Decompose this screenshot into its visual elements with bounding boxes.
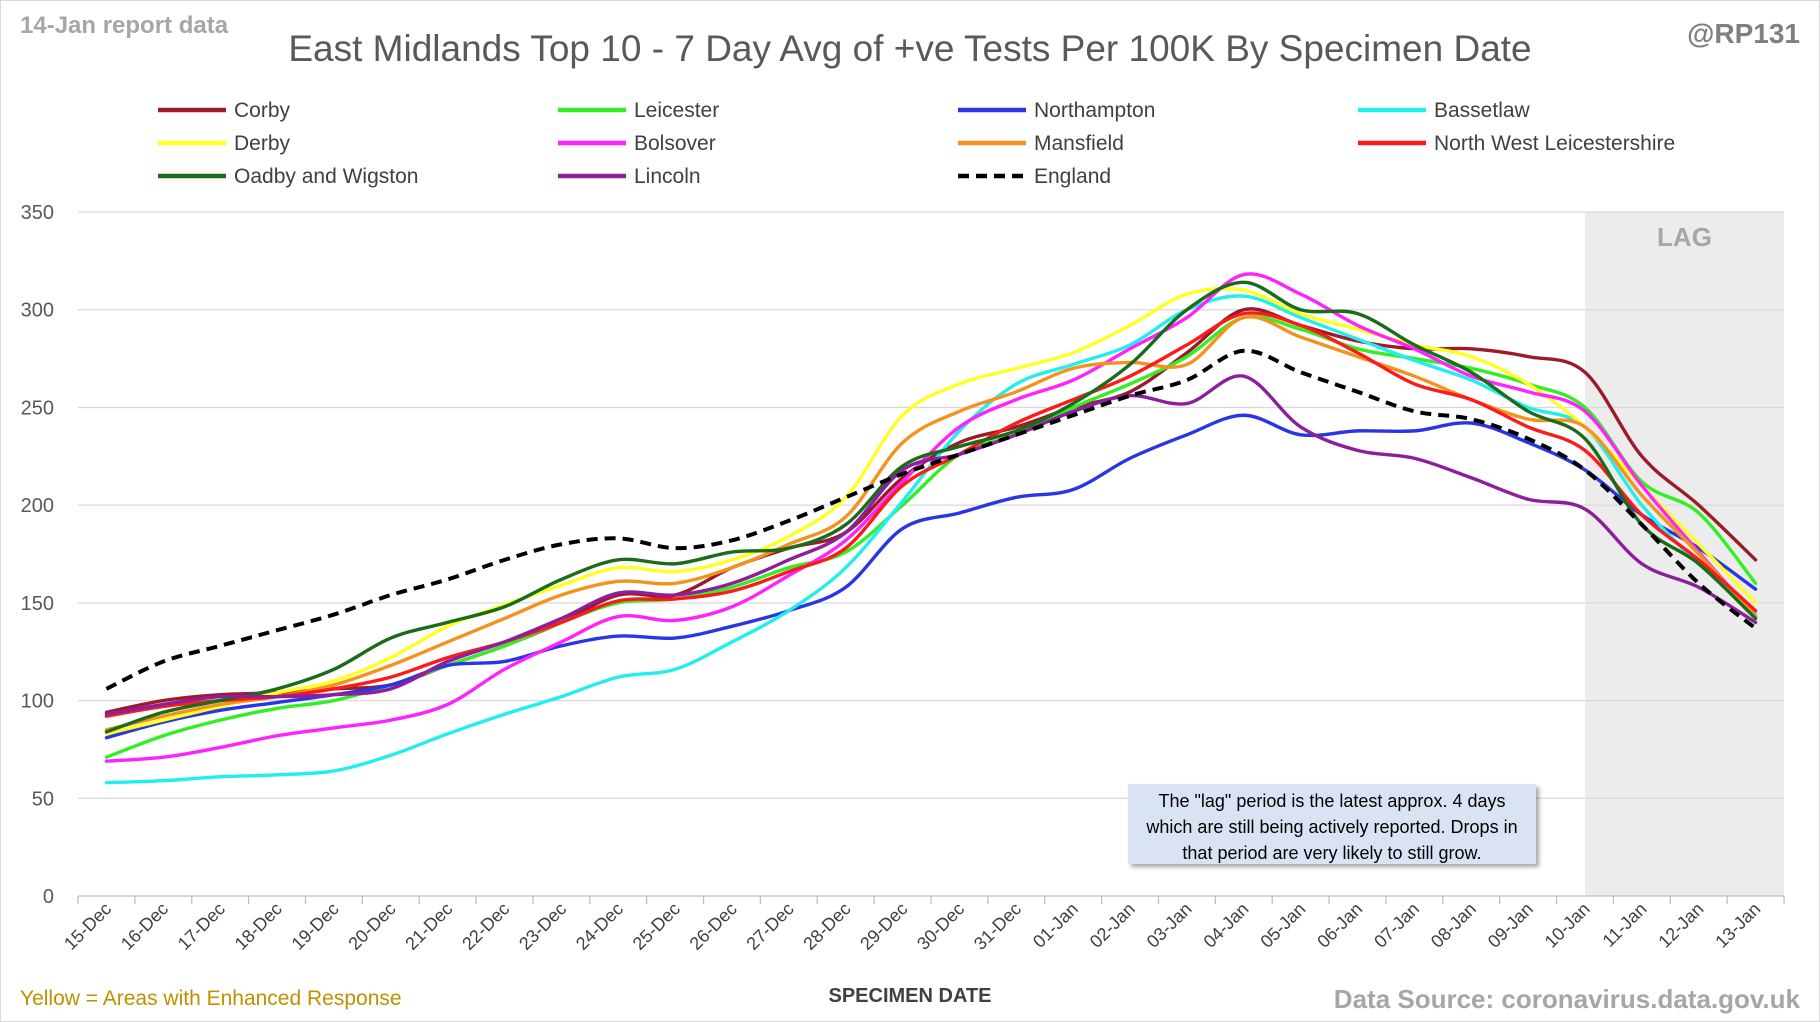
- lag-label: LAG: [1657, 222, 1712, 252]
- x-tick-label: 04-Jan: [1200, 899, 1253, 952]
- x-tick-label: 23-Dec: [515, 899, 570, 954]
- y-tick-label: 0: [43, 886, 54, 908]
- legend-label-england: England: [1034, 165, 1111, 188]
- y-tick-label: 300: [21, 300, 54, 322]
- series-lines: [104, 272, 1758, 785]
- legend-label-derby: Derby: [234, 132, 291, 155]
- report-date-label: 14-Jan report data: [20, 12, 229, 39]
- series-line-oadby-and-wigston: [104, 280, 1758, 734]
- x-tick-label: 25-Dec: [629, 899, 684, 954]
- legend: Corby Leicester Northampton Bassetlaw Derby B…: [158, 99, 1675, 188]
- x-tick-label: 22-Dec: [458, 899, 513, 954]
- legend-label-north-west-leicestershire: North West Leicestershire: [1434, 132, 1675, 155]
- x-tick-label: 27-Dec: [742, 899, 797, 954]
- legend-label-corby: Corby: [234, 99, 291, 122]
- x-tick-label: 26-Dec: [686, 899, 741, 954]
- legend-label-mansfield: Mansfield: [1034, 132, 1124, 155]
- y-tick-label: 50: [32, 788, 54, 810]
- x-tick-label: 31-Dec: [970, 899, 1025, 954]
- x-tick-label: 06-Jan: [1313, 899, 1366, 952]
- enhanced-response-note: Yellow = Areas with Enhanced Response: [20, 987, 402, 1010]
- legend-label-bassetlaw: Bassetlaw: [1434, 99, 1531, 122]
- chart-title: East Midlands Top 10 - 7 Day Avg of +ve …: [288, 28, 1532, 69]
- x-tick-label: 28-Dec: [799, 899, 854, 954]
- x-tick-label: 16-Dec: [117, 899, 172, 954]
- y-tick-label: 150: [21, 593, 54, 615]
- x-tick-label: 09-Jan: [1484, 899, 1537, 952]
- legend-label-northampton: Northampton: [1034, 99, 1155, 122]
- legend-label-leicester: Leicester: [634, 99, 719, 122]
- x-tick-label: 18-Dec: [231, 899, 286, 954]
- x-tick-label: 30-Dec: [913, 899, 968, 954]
- x-tick-label: 29-Dec: [856, 899, 911, 954]
- x-tick-label: 24-Dec: [572, 899, 627, 954]
- x-tick-label: 01-Jan: [1029, 899, 1082, 952]
- x-tick-label: 11-Jan: [1599, 899, 1651, 951]
- legend-label-oadby-and-wigston: Oadby and Wigston: [234, 165, 418, 188]
- series-line-mansfield: [104, 315, 1758, 732]
- y-tick-label: 250: [21, 397, 54, 419]
- x-tick-label: 03-Jan: [1143, 899, 1196, 952]
- x-tick-label: 19-Dec: [288, 899, 343, 954]
- x-tick-label: 05-Jan: [1256, 899, 1309, 952]
- x-tick-label: 12-Jan: [1654, 899, 1707, 952]
- author-handle: @RP131: [1687, 18, 1800, 49]
- x-tick-label: 08-Jan: [1427, 899, 1480, 952]
- x-tick-label: 13-Jan: [1711, 899, 1764, 952]
- series-line-derby: [104, 286, 1758, 736]
- series-line-england: [105, 348, 1757, 691]
- y-tick-label: 350: [21, 202, 54, 224]
- x-tick-label: 20-Dec: [344, 899, 399, 954]
- lag-note: The "lag" period is the latest approx. 4…: [1128, 784, 1536, 864]
- series-line-bassetlaw: [104, 294, 1758, 785]
- series-line-corby: [104, 307, 1758, 714]
- y-tick-label: 100: [21, 691, 54, 713]
- data-source: Data Source: coronavirus.data.gov.uk: [1333, 984, 1800, 1014]
- x-tick-label: 21-Dec: [401, 899, 456, 954]
- series-line-lincoln: [104, 374, 1758, 716]
- x-tick-label: 15-Dec: [60, 899, 115, 954]
- x-tick-label: 02-Jan: [1086, 899, 1139, 952]
- x-tick-label: 07-Jan: [1370, 899, 1423, 952]
- legend-label-bolsover: Bolsover: [634, 132, 716, 155]
- x-axis-title: SPECIMEN DATE: [828, 985, 992, 1007]
- series-line-bolsover: [104, 272, 1758, 763]
- legend-label-lincoln: Lincoln: [634, 165, 701, 188]
- series-line-northampton: [104, 413, 1758, 740]
- x-tick-label: 10-Jan: [1541, 899, 1594, 952]
- y-tick-label: 200: [21, 495, 54, 517]
- x-tick-label: 17-Dec: [174, 899, 229, 954]
